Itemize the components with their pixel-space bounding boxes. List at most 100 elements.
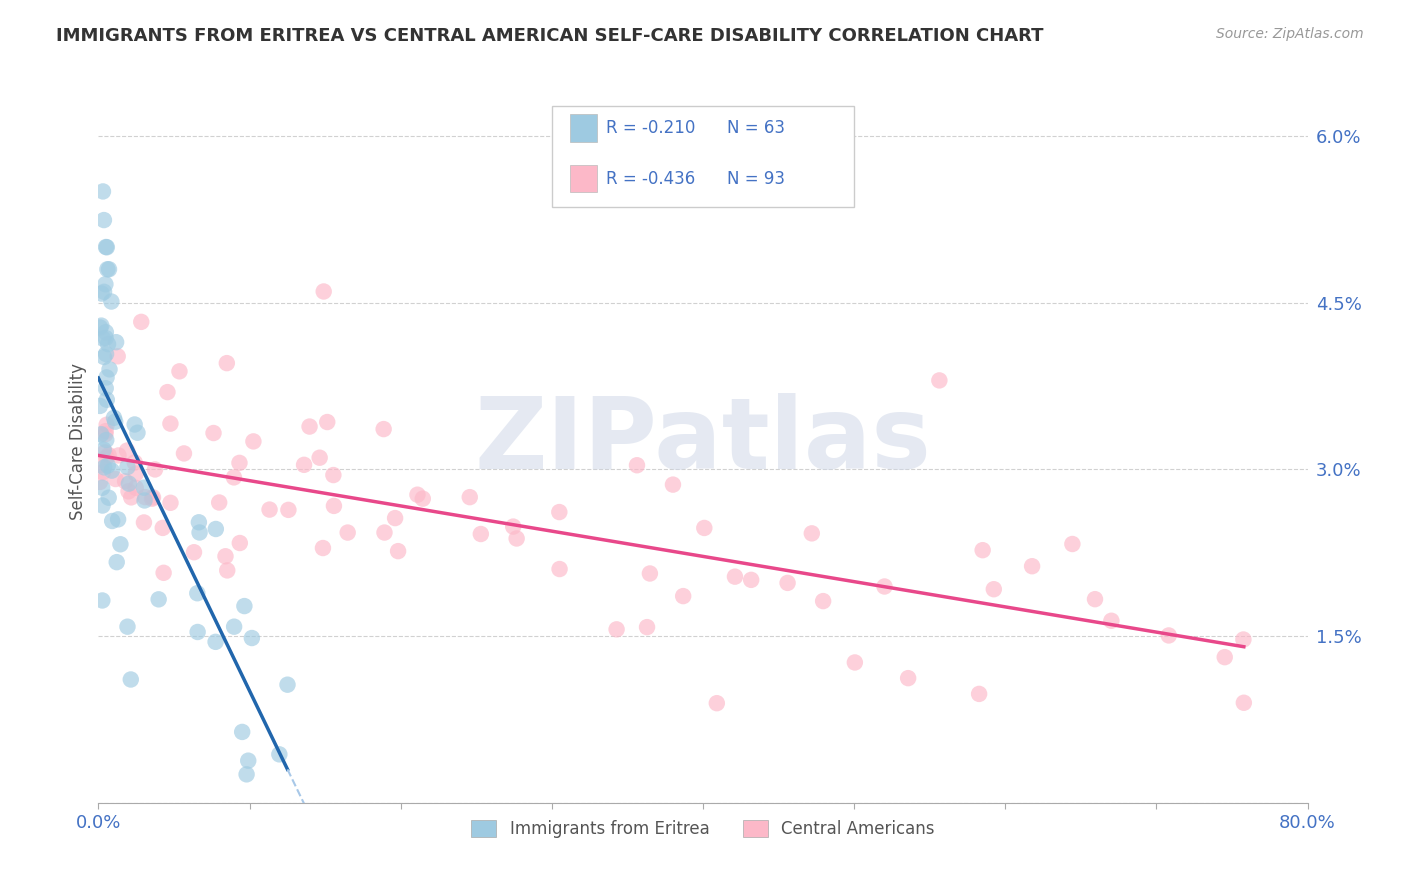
Point — [134, 490, 156, 504]
Bar — [569, 165, 596, 193]
Point — [231, 725, 253, 739]
Text: R = -0.436: R = -0.436 — [606, 169, 696, 187]
Point — [96, 262, 118, 277]
Point — [90, 458, 112, 472]
Point — [124, 456, 146, 470]
Point — [97, 458, 120, 473]
Point — [159, 496, 181, 510]
Point — [242, 434, 264, 449]
Point — [96, 450, 118, 465]
Point — [169, 364, 191, 378]
Point — [308, 450, 330, 465]
Point — [214, 549, 236, 564]
Point — [94, 331, 117, 345]
Point — [662, 477, 685, 491]
Point — [387, 544, 409, 558]
Point — [107, 449, 129, 463]
Bar — [569, 114, 596, 142]
Point — [740, 573, 762, 587]
Point — [1232, 632, 1254, 647]
Point — [115, 443, 138, 458]
Point — [142, 491, 165, 505]
Point — [93, 285, 115, 299]
Point — [124, 417, 146, 432]
Point — [94, 325, 117, 339]
Y-axis label: Self-Care Disability: Self-Care Disability — [69, 363, 87, 520]
Point — [94, 277, 117, 292]
Point — [148, 592, 170, 607]
Point — [89, 475, 111, 489]
Point — [132, 481, 155, 495]
Point — [94, 381, 117, 395]
Text: ZIPatlas: ZIPatlas — [475, 393, 931, 490]
Point — [693, 521, 716, 535]
Point — [505, 532, 527, 546]
Point — [204, 635, 226, 649]
Point — [127, 425, 149, 440]
Point — [606, 623, 628, 637]
Point — [93, 350, 115, 364]
Point — [269, 747, 291, 762]
Point — [233, 599, 256, 613]
Point — [238, 754, 260, 768]
Point — [638, 566, 661, 581]
Point — [90, 286, 112, 301]
Point — [94, 445, 117, 459]
Point — [93, 213, 115, 227]
Point — [117, 460, 139, 475]
Point — [94, 347, 117, 361]
Point — [1021, 559, 1043, 574]
Point — [205, 522, 228, 536]
Point — [96, 433, 118, 447]
Point — [90, 427, 112, 442]
Point — [312, 541, 335, 555]
Point — [91, 332, 114, 346]
Point — [159, 417, 181, 431]
Point — [217, 563, 239, 577]
Point — [406, 488, 429, 502]
Point — [117, 620, 139, 634]
Point — [96, 240, 118, 254]
Point — [129, 315, 152, 329]
Point — [292, 458, 315, 472]
Point — [98, 262, 121, 277]
Point — [101, 514, 124, 528]
Point — [277, 503, 299, 517]
Point — [104, 472, 127, 486]
Point — [706, 696, 728, 710]
Point — [183, 545, 205, 559]
Point — [1084, 592, 1107, 607]
Point — [97, 337, 120, 351]
Point — [229, 536, 252, 550]
Point — [626, 458, 648, 473]
Point — [1233, 696, 1256, 710]
Point — [96, 392, 118, 407]
Point — [93, 460, 115, 475]
Point — [103, 410, 125, 425]
Point — [96, 370, 118, 384]
Point — [208, 495, 231, 509]
Point — [100, 294, 122, 309]
Point — [134, 493, 156, 508]
Point — [972, 543, 994, 558]
Point — [152, 521, 174, 535]
Point — [800, 526, 823, 541]
Point — [94, 240, 117, 254]
Point — [844, 656, 866, 670]
Point — [141, 491, 163, 506]
Point — [636, 620, 658, 634]
Text: N = 63: N = 63 — [727, 119, 785, 137]
Point — [1062, 537, 1084, 551]
Point — [724, 569, 747, 583]
Point — [188, 525, 211, 540]
Point — [101, 464, 124, 478]
Point — [412, 491, 434, 506]
Point — [322, 468, 344, 483]
Point — [1213, 650, 1236, 665]
Point — [928, 373, 950, 387]
Point — [93, 442, 115, 457]
Point — [384, 511, 406, 525]
Point — [373, 422, 395, 436]
Point — [776, 575, 799, 590]
Point — [187, 516, 209, 530]
